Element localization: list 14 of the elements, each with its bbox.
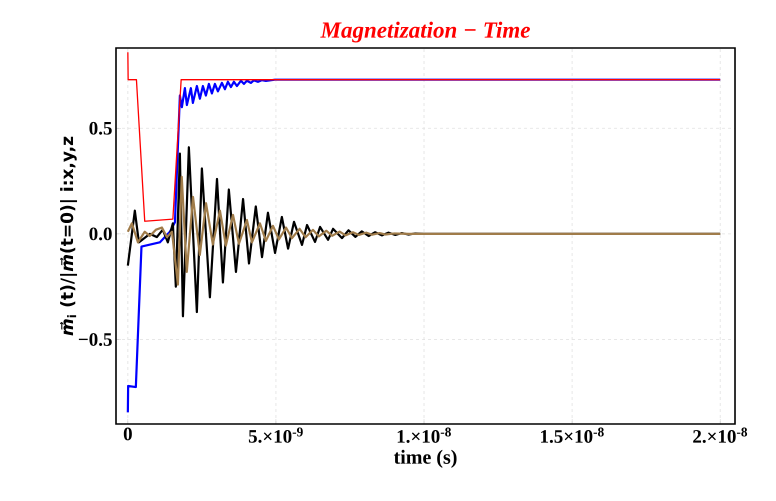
y-tick-label: 0.5 xyxy=(89,122,112,135)
x-tick-label: 0 xyxy=(124,428,132,440)
y-axis-title: m⃗$_{i}$ (t)/|m⃗(t=0)| i:x,y,z xyxy=(60,136,78,336)
line-series xyxy=(126,176,722,286)
y-tick-label: −0.5 xyxy=(78,333,112,346)
line-series xyxy=(126,78,722,414)
x-axis-title: time (s) xyxy=(394,450,457,468)
x-tick-label: 5.×10$^{-9}$ xyxy=(248,428,303,443)
x-tick-label: 1.5×10$^{-8}$ xyxy=(541,428,604,443)
y-tick-label: 0.0 xyxy=(89,227,112,240)
x-tick-label: 1.×10$^{-8}$ xyxy=(398,428,451,443)
chart-title: Magnetization − Time xyxy=(320,22,530,42)
line-series xyxy=(127,52,721,222)
x-tick-label: 2.×10$^{-8}$ xyxy=(693,428,748,443)
